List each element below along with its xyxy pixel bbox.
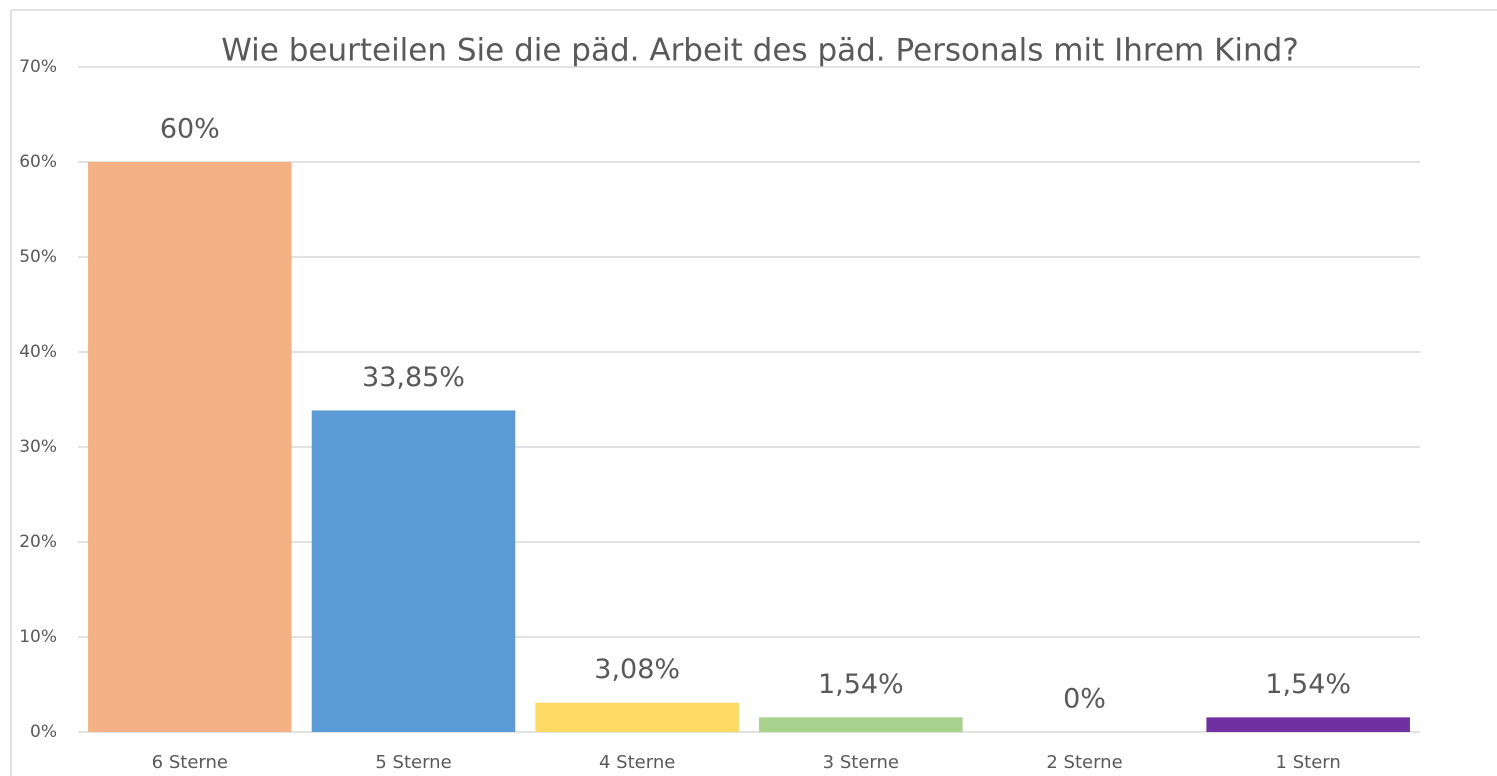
bar <box>88 162 292 732</box>
x-tick-label: 2 Sterne <box>1046 752 1122 773</box>
data-label: 1,54% <box>818 669 904 700</box>
bar <box>535 702 739 732</box>
y-tick-label: 70% <box>19 57 57 77</box>
chart-frame <box>10 9 1497 776</box>
y-tick-label: 50% <box>19 247 57 267</box>
data-label: 1,54% <box>1265 669 1351 700</box>
data-label: 33,85% <box>362 362 465 393</box>
x-tick-label: 5 Sterne <box>375 752 451 773</box>
y-tick-label: 20% <box>19 532 57 552</box>
y-tick-label: 0% <box>30 722 57 742</box>
x-tick-label: 1 Stern <box>1276 752 1341 773</box>
x-tick-label: 4 Sterne <box>599 752 675 773</box>
data-label: 60% <box>160 114 220 145</box>
y-tick-label: 30% <box>19 437 57 457</box>
chart-title: Wie beurteilen Sie die päd. Arbeit des p… <box>221 33 1299 69</box>
x-tick-label: 6 Sterne <box>152 752 228 773</box>
bar <box>311 410 516 732</box>
bar <box>1206 717 1410 732</box>
x-tick-label: 3 Sterne <box>823 752 899 773</box>
data-label: 0% <box>1063 684 1106 715</box>
bar <box>759 717 963 732</box>
data-label: 3,08% <box>594 654 680 685</box>
y-tick-label: 40% <box>19 342 57 362</box>
y-tick-label: 60% <box>19 152 57 172</box>
y-tick-label: 10% <box>19 627 57 647</box>
